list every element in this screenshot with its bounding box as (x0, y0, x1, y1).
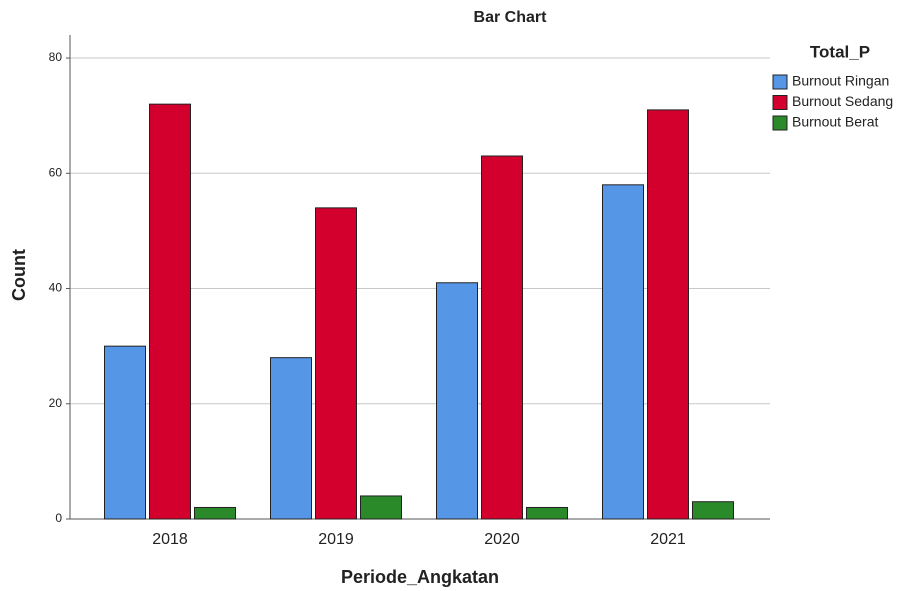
bar (315, 207, 357, 520)
bar (360, 495, 402, 520)
bar (526, 506, 568, 520)
legend-label: Burnout Sedang (792, 93, 893, 109)
bar (692, 501, 734, 520)
legend-swatch (772, 74, 788, 90)
legend-label: Burnout Berat (792, 114, 878, 130)
x-tick-label: 2018 (152, 531, 188, 548)
x-tick-label: 2020 (484, 531, 520, 548)
y-tick-label: 80 (49, 50, 63, 64)
x-tick-label: 2021 (650, 531, 686, 548)
bar (647, 109, 689, 520)
bar (602, 184, 644, 520)
bar (104, 345, 146, 520)
bar (481, 155, 523, 520)
legend-swatch (772, 115, 788, 131)
y-tick-label: 40 (49, 281, 63, 295)
y-axis-label: Count (9, 249, 29, 301)
chart-title: Bar Chart (474, 9, 548, 26)
legend-label: Burnout Ringan (792, 73, 889, 89)
y-tick-label: 20 (49, 396, 63, 410)
y-tick-label: 60 (49, 165, 63, 179)
y-tick-label: 0 (55, 511, 62, 525)
bar (270, 357, 312, 520)
bar (149, 103, 191, 520)
bar (436, 282, 478, 520)
x-tick-label: 2019 (318, 531, 354, 548)
x-axis-label: Periode_Angkatan (341, 567, 499, 587)
bar (194, 506, 236, 520)
legend-title: Total_P (810, 42, 870, 61)
legend-swatch (772, 95, 788, 110)
